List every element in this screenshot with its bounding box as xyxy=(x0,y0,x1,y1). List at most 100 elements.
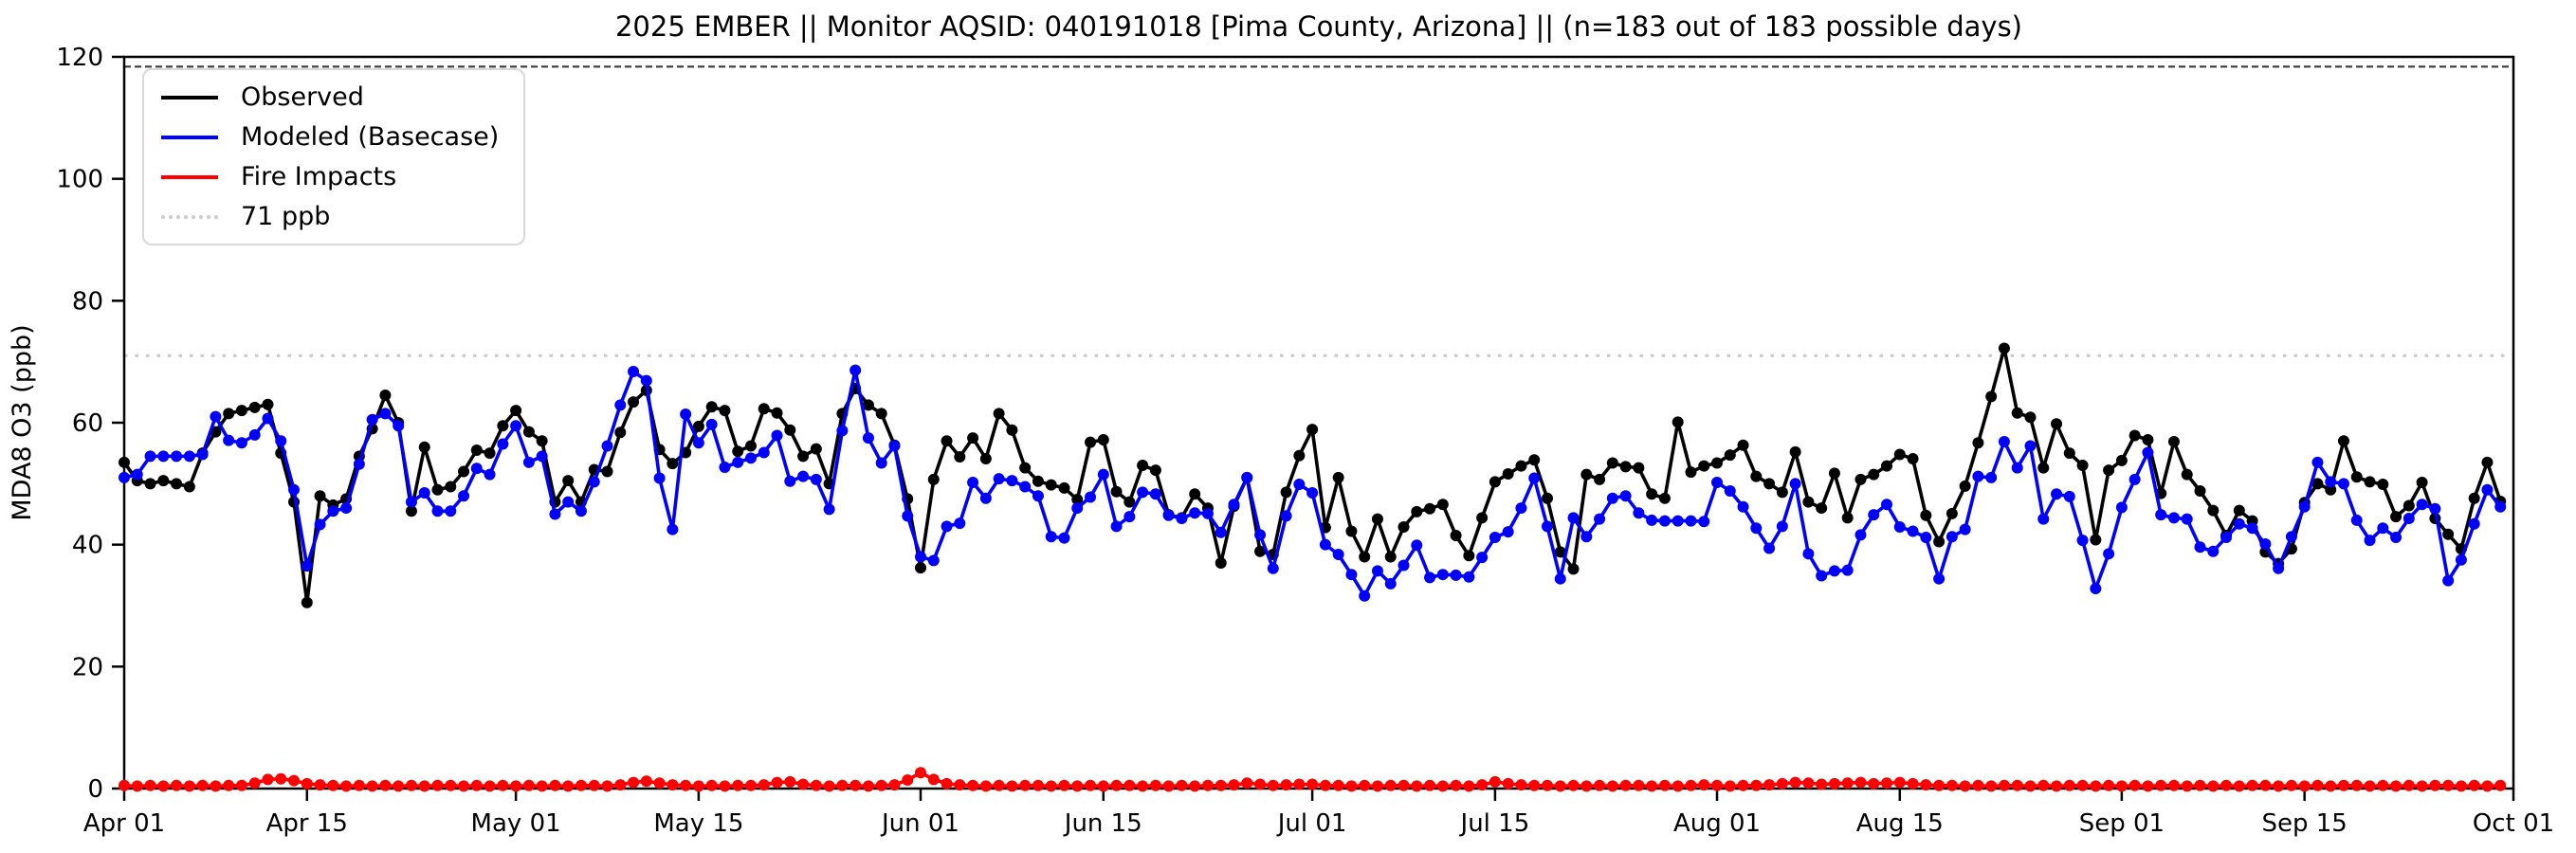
modeled-basecase-marker xyxy=(1606,492,1618,504)
observed-line xyxy=(122,346,2503,605)
observed-marker xyxy=(536,435,548,447)
fire-impacts-marker xyxy=(2377,779,2389,791)
fire-impacts-marker xyxy=(1737,779,1749,791)
modeled-basecase-marker xyxy=(2350,514,2363,526)
observed-marker xyxy=(497,420,509,432)
modeled-basecase-marker xyxy=(1450,569,1462,581)
fire-impacts-marker xyxy=(418,780,430,792)
fire-impacts-marker xyxy=(1162,780,1175,792)
fire-impacts-marker xyxy=(2115,780,2128,792)
fire-impacts-marker xyxy=(431,779,444,791)
fire-impacts-marker xyxy=(732,779,744,791)
modeled-basecase-marker xyxy=(1306,486,1319,499)
observed-marker xyxy=(1737,439,1749,451)
modeled-basecase-marker xyxy=(888,440,901,452)
x-tick-label: Oct 01 xyxy=(2473,809,2554,838)
fire-impacts-marker xyxy=(196,779,209,791)
fire-impacts-marker xyxy=(131,780,143,792)
fire-impacts-marker xyxy=(549,779,561,791)
modeled-basecase-marker xyxy=(366,413,378,426)
observed-marker xyxy=(979,452,992,464)
modeled-basecase-marker xyxy=(2259,538,2272,551)
observed-marker xyxy=(692,420,704,432)
observed-marker xyxy=(405,505,417,517)
observed-series xyxy=(119,342,2507,608)
modeled-basecase-marker xyxy=(131,468,143,481)
modeled-basecase-marker xyxy=(562,496,575,508)
observed-marker xyxy=(1215,556,1227,569)
modeled-basecase-marker xyxy=(1972,470,1984,482)
modeled-basecase-marker xyxy=(431,505,444,517)
observed-marker xyxy=(2037,462,2050,474)
fire-impacts-marker xyxy=(2311,779,2324,791)
fire-impacts-marker xyxy=(1816,778,1828,790)
modeled-basecase-marker xyxy=(784,475,796,487)
observed-marker xyxy=(248,401,261,413)
modeled-basecase-marker xyxy=(2142,446,2154,459)
modeled-basecase-marker xyxy=(1371,565,1383,577)
fire-impacts-marker xyxy=(1907,777,1919,789)
fire-impacts-marker xyxy=(1594,779,1606,791)
observed-marker xyxy=(915,562,926,574)
observed-marker xyxy=(2468,492,2480,504)
modeled-basecase-marker xyxy=(1058,532,1070,544)
fire-impacts-marker xyxy=(1528,779,1541,791)
modeled-basecase-marker xyxy=(210,410,222,423)
fire-impacts-marker xyxy=(1893,776,1906,789)
fire-impacts-marker xyxy=(744,779,757,791)
fire-impacts-marker xyxy=(1698,779,1710,791)
observed-marker xyxy=(1633,462,1645,474)
observed-marker xyxy=(1149,464,1161,477)
modeled-basecase-marker xyxy=(1228,499,1240,511)
observed-marker xyxy=(1097,434,1109,446)
x-tick-label: Jun 15 xyxy=(1063,809,1142,838)
fire-impacts-marker xyxy=(2455,780,2467,792)
fire-impacts-marker xyxy=(2063,779,2075,791)
x-tick-label: Aug 01 xyxy=(1673,809,1761,838)
modeled-basecase-marker xyxy=(2051,488,2063,500)
observed-marker xyxy=(1398,521,1410,534)
modeled-basecase-marker xyxy=(2220,531,2233,543)
modeled-basecase-marker xyxy=(2468,517,2480,530)
fire-impacts-marker xyxy=(2128,779,2141,791)
observed-marker xyxy=(2103,464,2115,477)
observed-marker xyxy=(1541,492,1553,504)
modeled-basecase-marker xyxy=(2416,499,2428,511)
observed-marker xyxy=(927,473,940,485)
fire-impacts-marker xyxy=(614,779,627,791)
observed-marker xyxy=(2311,478,2324,490)
modeled-basecase-marker xyxy=(2364,535,2376,547)
x-tick-label: May 15 xyxy=(653,809,743,838)
modeled-basecase-marker xyxy=(536,450,548,463)
modeled-basecase-marker xyxy=(902,510,914,522)
modeled-basecase-marker xyxy=(196,448,209,461)
fire-impacts-marker xyxy=(2481,780,2494,792)
observed-marker xyxy=(1933,535,1946,548)
modeled-basecase-marker xyxy=(1946,531,1958,543)
observed-marker xyxy=(1436,499,1449,511)
modeled-basecase-marker xyxy=(771,429,783,442)
modeled-basecase-marker xyxy=(301,560,313,572)
fire-impacts-marker xyxy=(927,773,940,786)
modeled-basecase-marker xyxy=(836,425,849,437)
fire-impacts-marker xyxy=(1476,779,1489,791)
fire-impacts-marker xyxy=(575,779,587,791)
fire-impacts-marker xyxy=(1541,779,1553,791)
modeled-basecase-marker xyxy=(1567,512,1580,524)
observed-marker xyxy=(1854,473,1867,485)
observed-marker xyxy=(1450,530,1462,542)
observed-marker xyxy=(614,426,627,439)
fire-impacts-marker xyxy=(1502,777,1514,789)
modeled-basecase-marker xyxy=(1998,435,2010,447)
observed-marker xyxy=(1685,466,1697,479)
fire-impacts-series xyxy=(119,767,2507,792)
modeled-basecase-marker xyxy=(744,452,757,464)
fire-impacts-marker xyxy=(1384,779,1397,791)
fire-impacts-marker xyxy=(1085,779,1097,791)
observed-marker xyxy=(1189,488,1201,500)
modeled-basecase-marker xyxy=(1685,515,1697,527)
fire-impacts-marker xyxy=(301,777,313,789)
observed-marker xyxy=(1345,525,1358,537)
fire-impacts-marker xyxy=(2167,779,2180,791)
modeled-basecase-marker xyxy=(2311,456,2324,468)
